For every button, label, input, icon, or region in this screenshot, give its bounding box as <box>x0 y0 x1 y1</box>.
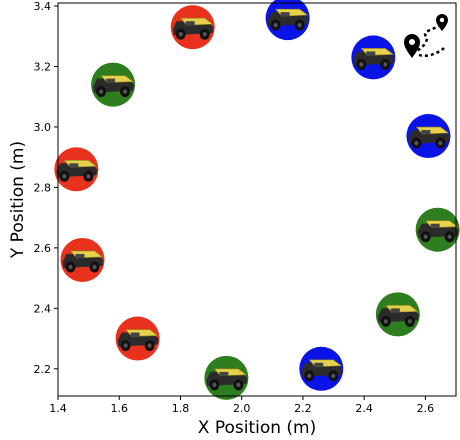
data-point <box>54 147 99 192</box>
robot-car-icon <box>117 329 159 352</box>
y-tick-label: 2.6 <box>34 242 52 255</box>
robot-car-icon <box>267 8 309 31</box>
y-tick-label: 2.4 <box>34 302 52 315</box>
y-tick-label: 3.0 <box>34 121 52 134</box>
robot-car-icon <box>377 305 419 327</box>
y-tick-label: 3.2 <box>34 60 52 73</box>
x-tick-label: 1.4 <box>49 402 67 415</box>
x-tick-label: 2.0 <box>233 402 251 415</box>
robot-car-icon <box>172 17 214 40</box>
x-tick-label: 1.8 <box>172 402 190 415</box>
axes-frame <box>57 2 457 397</box>
x-tick-label: 2.4 <box>355 402 373 415</box>
robot-car-icon <box>206 368 248 391</box>
y-tick-label: 2.8 <box>34 181 52 194</box>
robot-car-icon <box>408 126 450 149</box>
y-axis-label: Y Position (m) <box>8 141 28 259</box>
data-point <box>375 292 420 337</box>
data-point <box>91 62 136 107</box>
robot-car-icon <box>417 220 459 243</box>
data-point <box>406 114 451 159</box>
data-point <box>115 316 160 361</box>
x-tick-label: 2.2 <box>294 402 312 415</box>
data-point <box>204 355 249 400</box>
y-tick-label: 2.2 <box>34 363 52 376</box>
x-tick-label: 2.6 <box>417 402 435 415</box>
route-pins-icon <box>404 14 448 58</box>
data-point <box>351 35 396 80</box>
robot-car-icon <box>56 159 98 182</box>
robot-car-icon <box>353 48 395 70</box>
data-point <box>415 207 460 252</box>
markers-layer <box>54 0 460 400</box>
axes-layer: 1.4 1.6 1.8 2.0 2.2 2.4 2.6 2.2 2.4 2.6 2.8 3.0 3.2 3… <box>34 0 457 415</box>
robot-car-icon <box>62 250 104 273</box>
robot-car-icon <box>301 359 343 382</box>
data-point <box>170 5 215 50</box>
x-axis-label: X Position (m) <box>198 418 316 438</box>
x-tick-label: 1.6 <box>110 402 128 415</box>
data-point <box>265 0 310 41</box>
data-point <box>299 346 344 391</box>
y-tick-label: 3.4 <box>34 0 52 13</box>
data-point <box>60 237 105 282</box>
robot-car-icon <box>93 75 135 98</box>
